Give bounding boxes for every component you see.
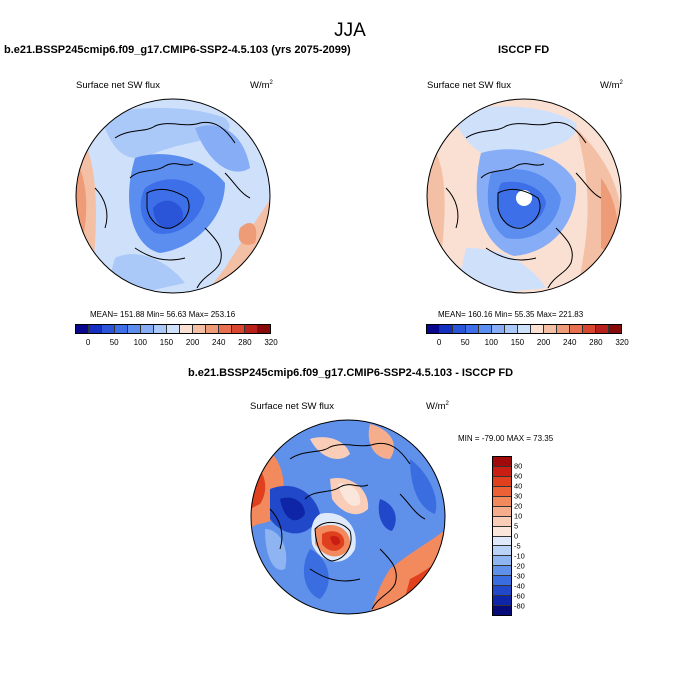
colorbar-tick-label: -30 [514, 571, 525, 581]
colorbar-tick-label: -20 [514, 561, 525, 571]
colorbar-box [493, 546, 511, 557]
colorbar-tick-label: 100 [484, 338, 499, 347]
colorbar-box [493, 466, 511, 477]
panel-2-stats: MEAN= 160.16 Min= 55.35 Max= 221.83 [438, 310, 584, 319]
panel-3-variable: Surface net SW flux [250, 401, 334, 412]
colorbar-box [493, 486, 511, 497]
colorbar-tick-label: 5 [514, 521, 519, 531]
panel-2-colorbar-ticks: 0 50 100 150 200 240 280 320 [426, 338, 629, 350]
colorbar-tick-label: 0 [85, 338, 91, 347]
colorbar-box [154, 325, 167, 333]
colorbar-box [167, 325, 180, 333]
colorbar-tick-label: 50 [109, 338, 119, 347]
panel-3-colorbar-ticks: 80 60 40 30 20 10 5 0 -5 -10 -20 -30 -40 -60 -80 [514, 456, 544, 616]
panel-2-colorbar [426, 324, 622, 334]
colorbar-box [505, 325, 518, 333]
colorbar-box [115, 325, 128, 333]
colorbar-box [206, 325, 219, 333]
colorbar-box [493, 457, 511, 467]
colorbar-tick-label: -40 [514, 581, 525, 591]
panel-3-stats: MIN = -79.00 MAX = 73.35 [458, 434, 554, 443]
colorbar-tick-label: 240 [563, 338, 577, 347]
colorbar-tick-label: 20 [514, 501, 523, 511]
colorbar-box [531, 325, 544, 333]
colorbar-box [493, 506, 511, 517]
colorbar-box [544, 325, 557, 333]
panel-2-polar-map [426, 98, 622, 294]
colorbar-box [466, 325, 479, 333]
colorbar-box [427, 325, 440, 333]
colorbar-tick-label: 320 [264, 338, 278, 347]
colorbar-box [128, 325, 141, 333]
panel-1-unit: W/m2 [250, 80, 273, 92]
colorbar-tick-label: -60 [514, 591, 525, 601]
panel-1-colorbar-ticks: 0 50 100 150 200 240 280 320 [75, 338, 278, 350]
colorbar-tick-label: 0 [436, 338, 442, 347]
colorbar-box [596, 325, 609, 333]
colorbar-tick-label: 320 [615, 338, 629, 347]
colorbar-box [493, 586, 511, 597]
panel-1-variable: Surface net SW flux [76, 80, 160, 91]
colorbar-box [76, 325, 89, 333]
colorbar-tick-label: 60 [514, 471, 523, 481]
colorbar-tick-label: 0 [514, 531, 519, 541]
colorbar-box [232, 325, 245, 333]
panel-2-unit: W/m2 [600, 80, 623, 92]
colorbar-box [570, 325, 583, 333]
colorbar-box [493, 596, 511, 607]
colorbar-box [245, 325, 258, 333]
colorbar-box [89, 325, 102, 333]
colorbar-box [258, 325, 270, 333]
colorbar-box [102, 325, 115, 333]
colorbar-tick-label: 100 [133, 338, 148, 347]
colorbar-tick-label: 200 [536, 338, 551, 347]
colorbar-box [583, 325, 596, 333]
colorbar-box [493, 516, 511, 527]
colorbar-tick-label: 240 [212, 338, 226, 347]
colorbar-tick-label: 200 [185, 338, 200, 347]
colorbar-box [493, 556, 511, 567]
panel-3-unit: W/m2 [426, 401, 449, 413]
colorbar-tick-label: 280 [589, 338, 603, 347]
colorbar-tick-label: 10 [514, 511, 523, 521]
colorbar-tick-label: 150 [159, 338, 174, 347]
panel-1-polar-map [75, 98, 271, 294]
colorbar-box [180, 325, 193, 333]
colorbar-box [493, 606, 511, 615]
panel-2-variable: Surface net SW flux [427, 80, 511, 91]
panel-3-polar-map [250, 419, 446, 615]
panel-1-stats: MEAN= 151.88 Min= 56.63 Max= 253.16 [90, 310, 236, 319]
colorbar-tick-label: 30 [514, 491, 523, 501]
colorbar-tick-label: -80 [514, 601, 525, 611]
colorbar-box [493, 576, 511, 587]
colorbar-box [440, 325, 453, 333]
colorbar-box [493, 566, 511, 577]
colorbar-box [193, 325, 206, 333]
colorbar-box [493, 536, 511, 547]
colorbar-tick-label: 40 [514, 481, 523, 491]
panel-2-title: ISCCP FD [498, 44, 550, 56]
panel-3-colorbar [492, 456, 512, 616]
colorbar-box [493, 476, 511, 487]
colorbar-tick-label: -10 [514, 551, 525, 561]
colorbar-tick-label: 50 [460, 338, 470, 347]
colorbar-tick-label: -5 [514, 541, 521, 551]
colorbar-box [518, 325, 531, 333]
panel-1-title: b.e21.BSSP245cmip6.f09_g17.CMIP6-SSP2-4.… [4, 44, 351, 56]
colorbar-box [219, 325, 232, 333]
colorbar-box [492, 325, 505, 333]
colorbar-box [479, 325, 492, 333]
colorbar-tick-label: 280 [238, 338, 252, 347]
colorbar-box [493, 526, 511, 537]
figure-title: JJA [334, 20, 366, 41]
colorbar-box [609, 325, 621, 333]
colorbar-box [493, 496, 511, 507]
colorbar-tick-label: 80 [514, 461, 523, 471]
panel-1-colorbar [75, 324, 271, 334]
colorbar-box [557, 325, 570, 333]
colorbar-tick-label: 150 [510, 338, 525, 347]
colorbar-box [141, 325, 154, 333]
colorbar-box [453, 325, 466, 333]
panel-3-title: b.e21.BSSP245cmip6.f09_g17.CMIP6-SSP2-4.… [188, 367, 514, 379]
